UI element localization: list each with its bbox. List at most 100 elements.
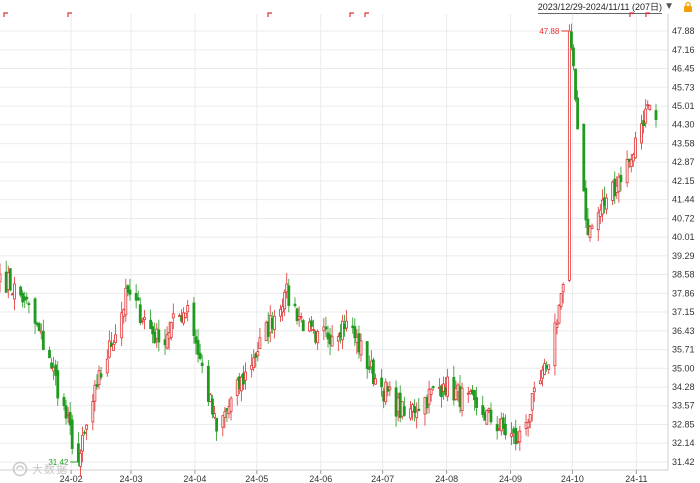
candle [107, 340, 111, 358]
x-tick-label: 24-09 [499, 474, 522, 483]
candle [574, 68, 577, 100]
candle [184, 312, 188, 318]
candle [140, 320, 144, 323]
candle [124, 287, 128, 316]
x-tick-label: 24-11 [625, 474, 647, 483]
candle [149, 319, 152, 329]
candle [171, 313, 175, 319]
candle [299, 316, 303, 319]
candle [151, 326, 155, 335]
candle [528, 414, 532, 423]
y-tick-label: 45.01 [672, 101, 695, 111]
candle [138, 304, 142, 324]
candle [576, 97, 580, 130]
candle [543, 363, 547, 375]
y-tick-label: 44.30 [672, 120, 695, 130]
candle [0, 273, 2, 283]
candle [33, 298, 37, 324]
candle [481, 405, 485, 415]
candle [252, 357, 256, 369]
event-marker-icon [267, 12, 272, 17]
y-tick-label: 47.88 [672, 26, 695, 36]
candle [128, 289, 132, 295]
candle [56, 370, 60, 399]
candle [532, 387, 536, 393]
candle [105, 358, 109, 374]
candle [206, 365, 210, 402]
candle [388, 386, 392, 391]
candle [99, 373, 103, 378]
candle [310, 320, 313, 327]
candle [559, 293, 563, 307]
y-tick-label: 34.28 [672, 382, 695, 392]
candle [330, 336, 334, 347]
candle [83, 431, 86, 434]
candle [136, 297, 140, 301]
y-tick-label: 40.72 [672, 213, 695, 223]
event-marker-icon [67, 12, 72, 17]
candle [165, 334, 169, 349]
event-marker-icon [645, 12, 650, 17]
candle [417, 408, 421, 412]
event-marker-icon [629, 12, 634, 17]
candle [283, 291, 287, 310]
candle [79, 452, 82, 467]
candle [281, 306, 285, 313]
candle [596, 212, 600, 231]
candle [473, 389, 476, 401]
candle [454, 387, 458, 400]
candle [25, 296, 29, 300]
y-tick-label: 42.87 [672, 157, 695, 167]
candle [64, 405, 68, 419]
y-tick-label: 45.73 [672, 82, 695, 92]
date-range-label[interactable]: 2023/12/29-2024/11/11 (207日) [537, 2, 662, 14]
event-marker-icon [3, 12, 8, 17]
event-marker-icon [364, 12, 369, 17]
candle [37, 323, 41, 331]
candle [76, 443, 80, 463]
y-tick-label: 32.85 [672, 420, 695, 430]
candle [584, 187, 588, 221]
triangle-down-icon[interactable]: ▼ [664, 1, 674, 12]
candle [126, 285, 130, 293]
max-label: 47.88 [539, 27, 560, 36]
candle [81, 434, 84, 452]
x-tick-label: 24-07 [371, 474, 394, 483]
candle [192, 302, 196, 336]
candle [487, 408, 491, 411]
watermark-text: 大数据 [32, 464, 68, 476]
candle [572, 47, 575, 67]
candle [8, 268, 12, 291]
candle [567, 30, 571, 281]
candle [182, 312, 185, 324]
y-tick-label: 39.29 [672, 251, 695, 261]
candle [514, 427, 518, 445]
candle [50, 362, 53, 369]
lock-icon[interactable] [682, 1, 694, 13]
candle [570, 31, 573, 48]
candle [345, 320, 348, 329]
candle [279, 308, 282, 317]
candle [312, 329, 315, 331]
candle [221, 415, 225, 428]
candle [380, 377, 384, 388]
candle [114, 334, 117, 343]
candle [200, 362, 204, 366]
x-tick-label: 24-04 [183, 474, 206, 483]
candle [409, 408, 412, 419]
candle [402, 406, 406, 416]
candle [644, 108, 648, 124]
candle [341, 320, 344, 341]
y-tick-label: 43.58 [672, 139, 695, 149]
candle [359, 340, 363, 356]
candle [530, 393, 534, 411]
min-label: 31.42 [48, 458, 69, 467]
candle [169, 322, 173, 338]
x-tick-label: 24-06 [309, 474, 332, 483]
candle [62, 396, 66, 406]
logo-mark [12, 461, 28, 477]
candle [371, 359, 375, 385]
candle [617, 176, 621, 192]
candle [287, 285, 291, 306]
